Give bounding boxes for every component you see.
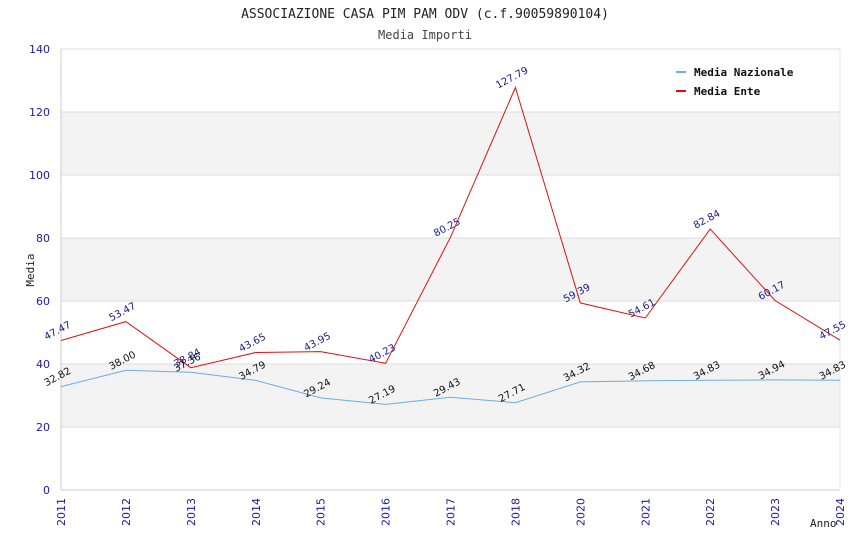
chart-title: ASSOCIAZIONE CASA PIM PAM ODV (c.f.90059… [241, 7, 609, 22]
legend-label: Media Ente [694, 85, 761, 98]
series-line-media-ente [60, 86, 841, 369]
y-tick-label: 120 [29, 106, 50, 119]
x-tick-label: 2018 [509, 498, 522, 526]
grid-band [61, 238, 840, 301]
y-tick-label: 60 [36, 295, 50, 308]
grid-band [61, 364, 840, 427]
x-tick-label: 2020 [574, 498, 587, 526]
legend-label: Media Nazionale [694, 66, 794, 79]
grid-lines [60, 48, 841, 491]
grid-bands [61, 49, 840, 490]
x-tick-label: 2021 [639, 498, 652, 526]
x-tick-label: 2011 [55, 498, 68, 526]
x-axis-label: Anno [810, 517, 837, 530]
grid-band [61, 49, 840, 112]
grid-band [61, 175, 840, 238]
x-tick-label: 2012 [120, 498, 133, 526]
x-tick-label: 2022 [704, 498, 717, 526]
x-tick-label: 2017 [445, 498, 458, 526]
x-axis-ticks: 2011 2012 2013 2014 2015 2016 2017 2018 2020 2021… [55, 498, 847, 526]
y-tick-label: 100 [29, 169, 50, 182]
y-tick-label: 80 [36, 232, 50, 245]
x-tick-label: 2014 [250, 498, 263, 526]
y-axis-ticks: 0 20 40 60 80 100 120 140 [29, 43, 50, 497]
chart-subtitle: Media Importi [378, 28, 472, 42]
x-tick-label: 2023 [769, 498, 782, 526]
x-tick-label: 2016 [380, 498, 393, 526]
grid-band [61, 301, 840, 364]
x-tick-label: 2013 [185, 498, 198, 526]
x-tick-label: 2024 [834, 498, 847, 526]
series-line-media-nazionale [60, 369, 841, 405]
grid-band [61, 427, 840, 490]
y-tick-label: 40 [36, 358, 50, 371]
y-tick-label: 0 [43, 484, 50, 497]
y-tick-label: 20 [36, 421, 50, 434]
legend: Media Nazionale Media Ente [676, 66, 794, 98]
y-axis-label: Media [24, 253, 37, 286]
x-tick-label: 2015 [315, 498, 328, 526]
y-tick-label: 140 [29, 43, 50, 56]
series-lines [60, 86, 841, 405]
grid-band [61, 112, 840, 175]
